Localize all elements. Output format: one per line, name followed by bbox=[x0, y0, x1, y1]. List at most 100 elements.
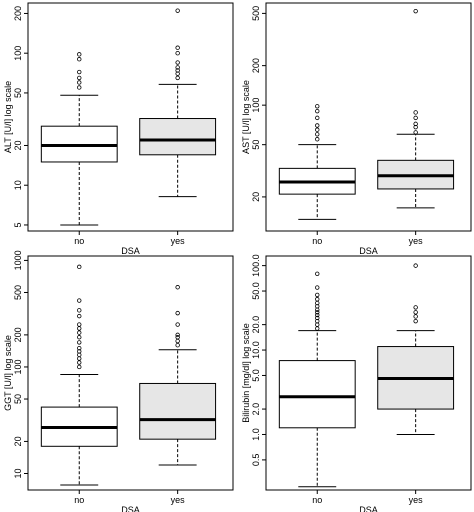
y-tick-label: 200 bbox=[251, 58, 261, 73]
outlier-point bbox=[315, 304, 320, 309]
outlier-point bbox=[77, 335, 82, 340]
outlier-point bbox=[315, 108, 320, 114]
plot-frame bbox=[265, 2, 472, 232]
outlier-point bbox=[77, 356, 82, 361]
outlier-point bbox=[77, 298, 82, 303]
outlier-point bbox=[315, 115, 320, 121]
x-tick-label: yes bbox=[171, 495, 186, 505]
outlier-point bbox=[315, 132, 320, 137]
outlier-point bbox=[315, 315, 320, 321]
outlier-point bbox=[413, 8, 418, 14]
box-yes bbox=[139, 382, 217, 440]
outlier-point bbox=[315, 312, 320, 318]
y-tick-label: 500 bbox=[251, 6, 261, 21]
x-axis-label: DSA bbox=[121, 505, 140, 512]
outlier-point bbox=[175, 338, 180, 344]
outlier-point bbox=[315, 322, 320, 327]
outlier-point bbox=[175, 8, 180, 13]
outlier-point bbox=[315, 127, 320, 132]
outlier-point bbox=[175, 310, 180, 316]
y-tick-label: 100 bbox=[13, 359, 23, 374]
y-tick-label: 100.0 bbox=[251, 254, 261, 277]
outlier-point bbox=[77, 308, 82, 313]
outlier-point bbox=[315, 292, 320, 298]
y-tick-label: 5.0 bbox=[251, 369, 261, 382]
outlier-point bbox=[175, 75, 180, 81]
outlier-point bbox=[175, 343, 180, 348]
chart-panel-4: 0.5 1.0 2.0 5.0 10.0 20.0 50.0 100.0 no yes DSA Bil… bbox=[241, 254, 472, 512]
outlier-point bbox=[413, 263, 418, 268]
outlier-point bbox=[175, 71, 180, 76]
outlier-point bbox=[175, 45, 180, 50]
box-yes bbox=[139, 118, 217, 156]
outlier-point bbox=[77, 313, 82, 319]
outlier-point bbox=[77, 345, 82, 351]
outlier-point bbox=[77, 360, 82, 365]
outlier-point bbox=[413, 314, 418, 319]
outlier-point bbox=[413, 121, 418, 127]
outlier-point bbox=[175, 68, 180, 73]
outlier-point bbox=[315, 137, 320, 142]
outlier-point bbox=[413, 115, 418, 121]
x-tick-label: yes bbox=[409, 236, 424, 246]
plot-frame bbox=[27, 2, 234, 232]
outlier-point bbox=[315, 326, 320, 331]
outlier-point bbox=[77, 330, 82, 335]
outlier-point bbox=[413, 305, 418, 310]
x-tick-label: yes bbox=[409, 495, 424, 505]
outlier-point bbox=[413, 130, 418, 135]
x-axis-label: DSA bbox=[121, 246, 140, 256]
y-tick-label: 20.0 bbox=[251, 316, 261, 334]
outlier-point bbox=[77, 57, 82, 62]
outlier-point bbox=[77, 349, 82, 354]
x-tick-label: no bbox=[74, 495, 84, 505]
outlier-point bbox=[315, 123, 320, 128]
y-tick-label: 5 bbox=[13, 222, 23, 227]
outlier-point bbox=[315, 104, 320, 109]
outlier-point bbox=[77, 322, 82, 327]
y-tick-label: 100 bbox=[251, 98, 261, 113]
outlier-point bbox=[315, 310, 320, 315]
outlier-point bbox=[175, 332, 180, 338]
y-tick-label: 500 bbox=[13, 285, 23, 300]
outlier-point bbox=[315, 318, 320, 324]
y-tick-label: 1.0 bbox=[251, 428, 261, 441]
y-tick-label: 10.0 bbox=[251, 341, 261, 359]
x-tick-label: no bbox=[312, 495, 322, 505]
box-no bbox=[278, 360, 356, 429]
outlier-point bbox=[315, 307, 320, 312]
chart-panel-3: 10 20 50 100 200 500 1000 no yes DSA GGT [U/l] log… bbox=[3, 250, 234, 512]
y-tick-label: 10 bbox=[13, 180, 23, 190]
outlier-point bbox=[315, 285, 320, 290]
outlier-point bbox=[77, 364, 82, 370]
y-tick-label: 200 bbox=[13, 6, 23, 21]
y-tick-label: 200 bbox=[13, 327, 23, 342]
y-tick-label: 10 bbox=[13, 468, 23, 478]
outlier-point bbox=[175, 50, 180, 56]
outlier-point bbox=[413, 310, 418, 315]
y-tick-label: 50 bbox=[13, 394, 23, 404]
y-axis-label: AST [U/l] log scale bbox=[241, 80, 251, 154]
plot-frame bbox=[265, 255, 472, 491]
y-tick-label: 50.0 bbox=[251, 282, 261, 300]
y-tick-label: 1000 bbox=[13, 250, 23, 270]
outlier-point bbox=[413, 110, 418, 115]
outlier-point bbox=[175, 335, 180, 340]
y-tick-label: 100 bbox=[13, 46, 23, 61]
x-axis-label: DSA bbox=[359, 505, 378, 512]
outlier-point bbox=[413, 318, 418, 324]
outlier-point bbox=[175, 60, 180, 65]
outlier-point bbox=[77, 69, 82, 75]
outlier-point bbox=[77, 326, 82, 331]
outlier-point bbox=[77, 75, 82, 81]
y-axis-label: ALT [U/l] log scale bbox=[3, 81, 13, 153]
x-axis-label: DSA bbox=[359, 246, 378, 256]
outlier-point bbox=[77, 85, 82, 90]
outlier-point bbox=[175, 65, 180, 70]
y-tick-label: 20 bbox=[251, 192, 261, 202]
outlier-point bbox=[315, 271, 320, 277]
chart-panel-1: 5 10 20 50 100 200 no yes DSA ALT [U/l] log scale bbox=[3, 2, 234, 256]
y-tick-label: 2.0 bbox=[251, 403, 261, 416]
y-tick-label: 50 bbox=[13, 88, 23, 98]
